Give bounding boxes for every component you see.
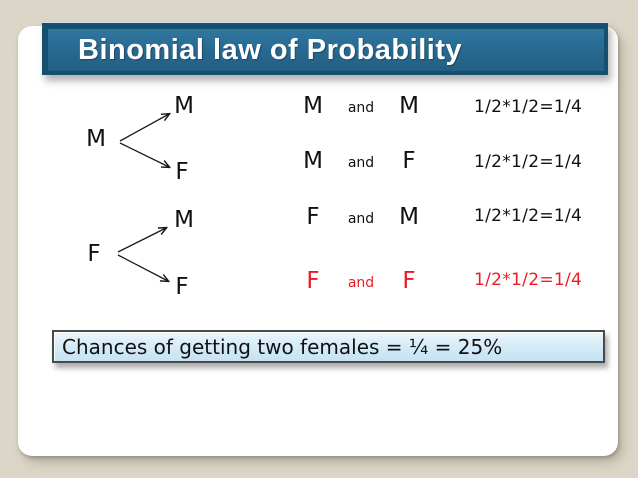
conclusion-callout: Chances of getting two females = ¼ = 25% [52,330,605,363]
outcome-second-letter: M [399,93,419,119]
outcome-first-letter: F [306,204,320,230]
tree2-child-bottom-label: F [175,274,189,300]
tree1-child-top-label: M [174,93,194,119]
outcome-conjunction: and [347,211,375,227]
outcome-conjunction: and [347,275,375,291]
outcome-first-letter: M [303,93,323,119]
tree2-child-top-label: M [174,207,194,233]
tree2-parent-label: F [87,241,101,267]
page-title: Binomial law of Probability [78,34,463,66]
outcome-conjunction: and [347,155,375,171]
outcome-probability: 1/2*1/2=1/4 [474,206,583,226]
outcome-first-letter: F [306,268,320,294]
slide-card [18,26,618,456]
outcome-second-letter: M [399,204,419,230]
tree1-parent-label: M [86,126,106,152]
conclusion-text: Chances of getting two females = ¼ = 25% [62,335,503,359]
tree1-child-bottom-label: F [175,159,189,185]
outcome-conjunction: and [347,100,375,116]
outcome-probability: 1/2*1/2=1/4 [474,152,583,172]
title-banner: Binomial law of Probability [42,22,608,75]
outcome-probability: 1/2*1/2=1/4 [474,97,583,117]
outcome-second-letter: F [402,268,416,294]
outcome-second-letter: F [402,148,416,174]
title-banner-fill [48,29,604,71]
outcome-first-letter: M [303,148,323,174]
outcome-probability: 1/2*1/2=1/4 [474,270,583,290]
